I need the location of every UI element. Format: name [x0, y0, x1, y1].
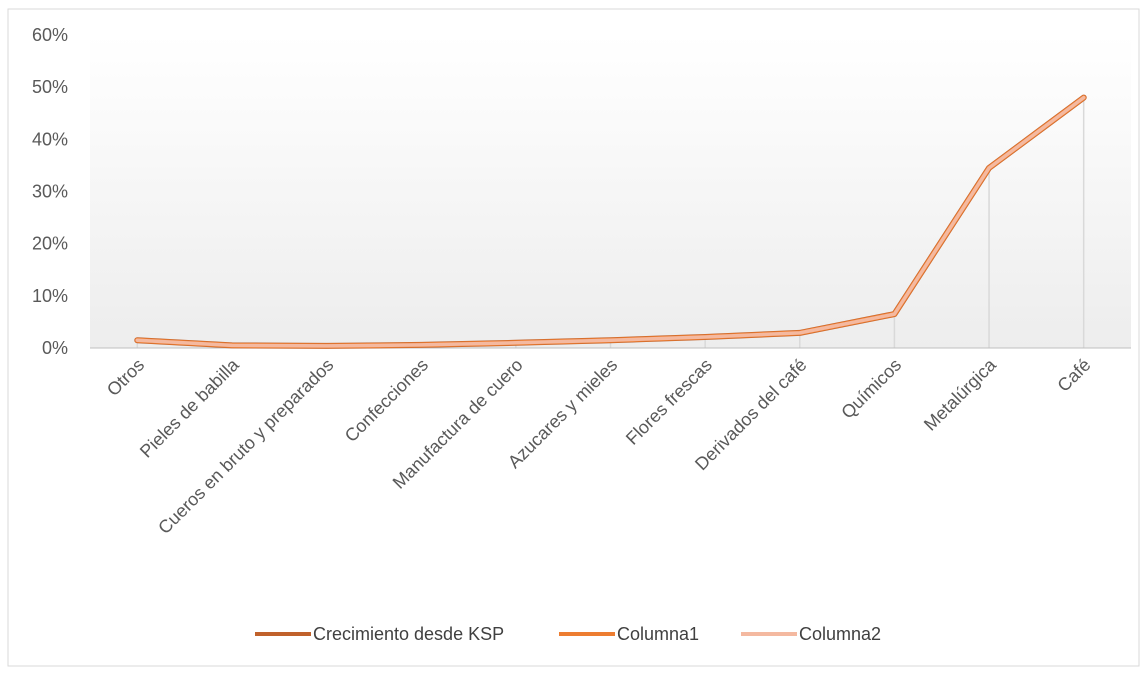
plot-area-background [90, 35, 1131, 348]
y-tick-label: 0% [42, 338, 68, 358]
y-tick-label: 50% [32, 77, 68, 97]
series-line-3 [135, 95, 1086, 348]
y-tick-label: 40% [32, 129, 68, 149]
y-tick-label: 60% [32, 25, 68, 45]
y-tick-label: 30% [32, 182, 68, 202]
legend-label: Columna1 [617, 624, 699, 644]
series-lines [134, 94, 1087, 349]
y-tick-label: 10% [32, 286, 68, 306]
legend: Crecimiento desde KSP Columna1 Columna2 [255, 624, 881, 644]
y-tick-label: 20% [32, 234, 68, 254]
y-axis-ticks: 0% 10% 20% 30% 40% 50% 60% [32, 25, 68, 358]
legend-label: Crecimiento desde KSP [313, 624, 504, 644]
legend-label: Columna2 [799, 624, 881, 644]
